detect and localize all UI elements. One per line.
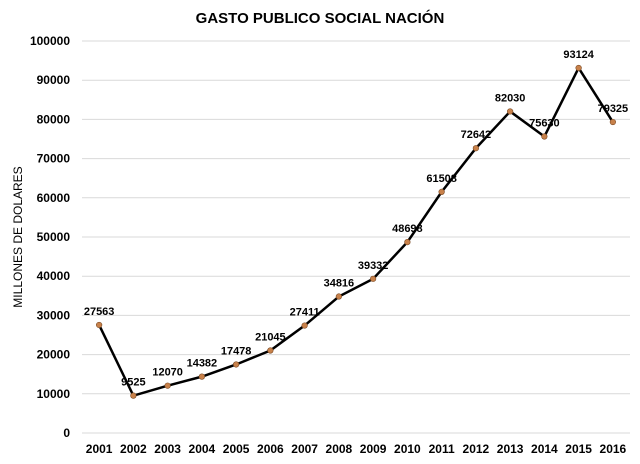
data-point <box>233 361 240 368</box>
x-tick-label: 2006 <box>257 442 284 456</box>
x-tick-label: 2016 <box>600 442 627 456</box>
x-tick-label: 2010 <box>394 442 421 456</box>
data-point <box>198 373 205 380</box>
x-tick-label: 2012 <box>463 442 490 456</box>
data-label: 82030 <box>495 92 526 104</box>
y-tick-label: 40000 <box>37 269 71 283</box>
data-label: 9525 <box>121 377 145 389</box>
data-point <box>335 293 342 300</box>
chart-title: GASTO PUBLICO SOCIAL NACIÓN <box>195 10 445 27</box>
data-label: 17478 <box>221 345 252 357</box>
data-label: 39332 <box>358 260 389 272</box>
y-tick-label: 70000 <box>37 152 71 166</box>
x-tick-label: 2002 <box>120 442 147 456</box>
y-tick-label: 50000 <box>37 230 71 244</box>
data-point <box>438 188 445 195</box>
data-point <box>267 347 274 354</box>
data-point <box>541 133 548 140</box>
y-tick-label: 0 <box>63 426 70 440</box>
x-tick-label: 2014 <box>531 442 558 456</box>
y-tick-label: 100000 <box>30 34 70 48</box>
data-point <box>370 275 377 282</box>
data-point <box>609 118 616 126</box>
data-label: 27563 <box>84 306 115 318</box>
data-point <box>507 108 514 115</box>
y-tick-label: 60000 <box>37 191 71 205</box>
data-label: 48698 <box>392 223 423 235</box>
data-label: 79325 <box>598 103 629 115</box>
y-tick-label: 20000 <box>37 348 71 362</box>
y-tick-label: 10000 <box>37 387 71 401</box>
data-label: 14382 <box>187 358 218 370</box>
y-tick-label: 80000 <box>37 112 71 126</box>
x-tick-label: 2008 <box>326 442 353 456</box>
data-point <box>575 64 582 72</box>
data-point <box>404 239 411 246</box>
x-tick-label: 2013 <box>497 442 524 456</box>
x-tick-label: 2011 <box>429 442 455 456</box>
data-label: 61508 <box>426 173 457 185</box>
x-tick-label: 2009 <box>360 442 387 456</box>
data-point <box>96 321 103 329</box>
data-point <box>472 145 479 152</box>
data-label: 93124 <box>563 49 594 61</box>
x-tick-label: 2001 <box>86 442 113 456</box>
data-label: 72642 <box>461 129 492 141</box>
data-point <box>130 392 137 399</box>
data-label: 21045 <box>255 332 286 344</box>
series-line <box>98 65 614 398</box>
x-tick-label: 2015 <box>565 442 592 456</box>
data-label: 12070 <box>152 367 183 379</box>
data-label: 75630 <box>529 118 560 130</box>
y-tick-label: 30000 <box>37 308 71 322</box>
data-point <box>164 382 171 389</box>
data-point <box>301 322 308 329</box>
x-tick-label: 2005 <box>223 442 250 456</box>
data-label: 27411 <box>290 307 320 319</box>
x-tick-label: 2003 <box>154 442 181 456</box>
y-tick-label: 90000 <box>37 73 71 87</box>
x-tick-label: 2004 <box>189 442 216 456</box>
x-tick-label: 2007 <box>291 442 318 456</box>
data-label: 34816 <box>324 278 355 290</box>
